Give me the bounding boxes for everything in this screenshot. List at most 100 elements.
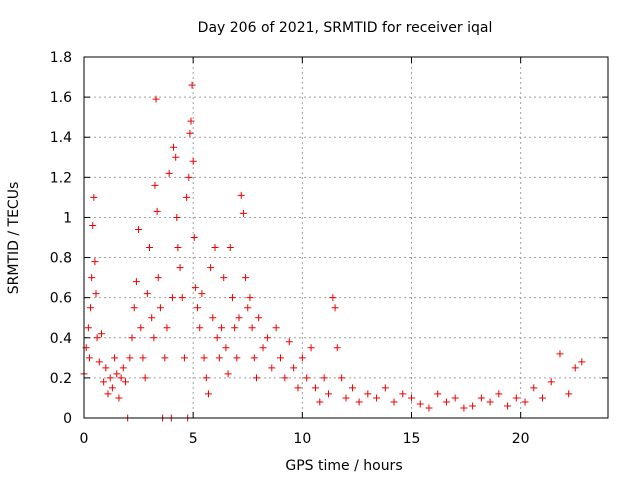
data-point bbox=[104, 390, 112, 398]
data-point bbox=[469, 402, 477, 410]
data-point bbox=[250, 354, 258, 362]
data-point bbox=[178, 294, 186, 302]
y-tick-label: 0.2 bbox=[50, 371, 72, 387]
data-point bbox=[248, 324, 256, 332]
data-point bbox=[190, 234, 198, 241]
data-point bbox=[495, 390, 503, 398]
data-point bbox=[281, 374, 289, 382]
data-point bbox=[381, 384, 389, 392]
data-point bbox=[191, 284, 199, 292]
data-point bbox=[565, 390, 573, 398]
data-point bbox=[399, 390, 407, 398]
data-point bbox=[189, 157, 197, 165]
data-point bbox=[89, 221, 97, 229]
data-point bbox=[547, 378, 555, 386]
data-point bbox=[298, 354, 306, 362]
data-point bbox=[117, 374, 125, 382]
data-point bbox=[408, 394, 415, 402]
data-point bbox=[93, 334, 101, 342]
data-point bbox=[204, 390, 212, 398]
data-point bbox=[111, 354, 119, 362]
data-point bbox=[200, 354, 208, 362]
chart-title: Day 206 of 2021, SRMTID for receiver iqa… bbox=[198, 20, 493, 36]
data-point bbox=[97, 330, 105, 338]
data-point bbox=[163, 324, 171, 332]
data-point bbox=[161, 354, 169, 362]
data-point bbox=[486, 398, 494, 406]
data-point bbox=[220, 274, 228, 282]
data-point bbox=[311, 384, 319, 392]
y-tick-label: 1.6 bbox=[50, 90, 72, 106]
data-point bbox=[135, 225, 143, 233]
data-point bbox=[156, 304, 164, 312]
data-point bbox=[152, 95, 160, 103]
data-point bbox=[294, 384, 302, 392]
data-point bbox=[460, 404, 468, 412]
x-tick-label: 20 bbox=[512, 431, 530, 447]
data-point bbox=[194, 304, 202, 312]
data-point bbox=[246, 294, 254, 302]
data-point bbox=[143, 290, 151, 298]
data-point bbox=[176, 264, 184, 272]
data-point bbox=[233, 354, 241, 362]
data-point bbox=[165, 169, 173, 177]
data-point bbox=[285, 338, 293, 346]
data-point bbox=[211, 244, 219, 252]
data-point bbox=[106, 374, 114, 382]
data-point bbox=[121, 378, 129, 386]
data-point bbox=[88, 274, 96, 282]
data-point bbox=[235, 314, 243, 322]
data-point bbox=[139, 354, 147, 362]
data-point bbox=[268, 364, 276, 372]
data-point bbox=[530, 384, 538, 392]
data-points bbox=[80, 81, 586, 422]
data-point bbox=[141, 374, 149, 382]
data-point bbox=[202, 374, 210, 382]
data-point bbox=[150, 334, 158, 342]
data-point bbox=[185, 173, 193, 181]
data-point bbox=[196, 324, 204, 332]
grid bbox=[84, 57, 608, 418]
data-point bbox=[244, 304, 252, 312]
data-point bbox=[198, 290, 206, 298]
data-point bbox=[425, 404, 433, 412]
data-point bbox=[512, 394, 520, 402]
data-point bbox=[228, 294, 236, 302]
data-point bbox=[263, 334, 271, 342]
data-point bbox=[224, 370, 232, 378]
data-point bbox=[148, 314, 156, 322]
data-point bbox=[115, 394, 123, 402]
data-point bbox=[168, 294, 176, 302]
data-point bbox=[342, 394, 350, 402]
data-point bbox=[416, 400, 424, 408]
data-point bbox=[119, 364, 127, 372]
data-point bbox=[218, 324, 226, 332]
data-point bbox=[180, 354, 188, 362]
data-point bbox=[170, 143, 178, 151]
data-point bbox=[338, 374, 346, 382]
data-point bbox=[331, 304, 339, 312]
y-tick-label: 1.2 bbox=[50, 170, 72, 186]
data-point bbox=[209, 314, 217, 322]
x-axis-label: GPS time / hours bbox=[285, 458, 402, 474]
y-tick-label: 0.6 bbox=[50, 291, 72, 307]
data-point bbox=[504, 402, 512, 410]
data-point bbox=[451, 394, 459, 402]
data-point bbox=[87, 304, 95, 312]
data-point bbox=[188, 81, 196, 89]
plot-frame bbox=[83, 56, 609, 419]
data-point bbox=[102, 364, 110, 372]
data-point bbox=[255, 314, 263, 322]
data-point bbox=[226, 244, 234, 252]
data-point bbox=[173, 213, 181, 221]
data-point bbox=[183, 193, 191, 201]
data-point bbox=[477, 394, 485, 402]
data-point bbox=[90, 193, 98, 201]
data-point bbox=[130, 304, 138, 312]
y-tick-label: 0.4 bbox=[50, 331, 72, 347]
data-point bbox=[333, 344, 341, 352]
data-point bbox=[213, 334, 221, 342]
data-point bbox=[325, 390, 333, 398]
data-point bbox=[222, 344, 230, 352]
